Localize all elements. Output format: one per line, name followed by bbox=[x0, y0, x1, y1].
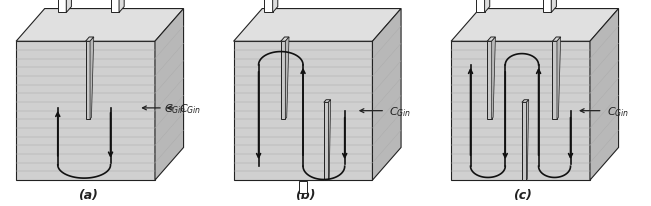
Polygon shape bbox=[551, 0, 557, 13]
Polygon shape bbox=[234, 42, 372, 180]
Polygon shape bbox=[328, 100, 331, 180]
Polygon shape bbox=[264, 0, 273, 13]
Polygon shape bbox=[553, 38, 561, 42]
Polygon shape bbox=[16, 9, 184, 42]
Polygon shape bbox=[527, 100, 529, 180]
Text: (a): (a) bbox=[77, 188, 98, 201]
Polygon shape bbox=[487, 42, 492, 119]
Polygon shape bbox=[484, 0, 490, 13]
Text: $C_{Gin}$: $C_{Gin}$ bbox=[389, 104, 411, 118]
Polygon shape bbox=[66, 0, 72, 13]
Polygon shape bbox=[543, 0, 551, 13]
Text: (b): (b) bbox=[295, 188, 315, 201]
Polygon shape bbox=[372, 9, 401, 180]
Text: (c): (c) bbox=[513, 188, 532, 201]
Polygon shape bbox=[119, 0, 124, 13]
Polygon shape bbox=[451, 9, 618, 42]
Polygon shape bbox=[324, 103, 328, 180]
Polygon shape bbox=[590, 9, 618, 180]
Text: $C_{Gin}$: $C_{Gin}$ bbox=[607, 104, 629, 118]
Polygon shape bbox=[492, 38, 495, 119]
Polygon shape bbox=[324, 100, 331, 103]
Polygon shape bbox=[281, 38, 289, 42]
Polygon shape bbox=[451, 42, 590, 180]
Polygon shape bbox=[85, 42, 90, 119]
Polygon shape bbox=[477, 0, 484, 13]
Polygon shape bbox=[522, 103, 527, 180]
Polygon shape bbox=[155, 9, 184, 180]
Polygon shape bbox=[90, 38, 94, 119]
Text: $C_{Gin}$: $C_{Gin}$ bbox=[164, 102, 186, 115]
Text: $C_{Gin}$: $C_{Gin}$ bbox=[180, 102, 202, 115]
Polygon shape bbox=[16, 42, 155, 180]
Polygon shape bbox=[111, 0, 119, 13]
Polygon shape bbox=[281, 42, 285, 119]
Polygon shape bbox=[299, 181, 307, 193]
Polygon shape bbox=[58, 0, 66, 13]
Polygon shape bbox=[234, 9, 401, 42]
Polygon shape bbox=[85, 38, 94, 42]
Polygon shape bbox=[487, 38, 495, 42]
Polygon shape bbox=[285, 38, 289, 119]
Polygon shape bbox=[557, 38, 561, 119]
Polygon shape bbox=[273, 0, 278, 13]
Polygon shape bbox=[522, 100, 529, 103]
Polygon shape bbox=[553, 42, 557, 119]
